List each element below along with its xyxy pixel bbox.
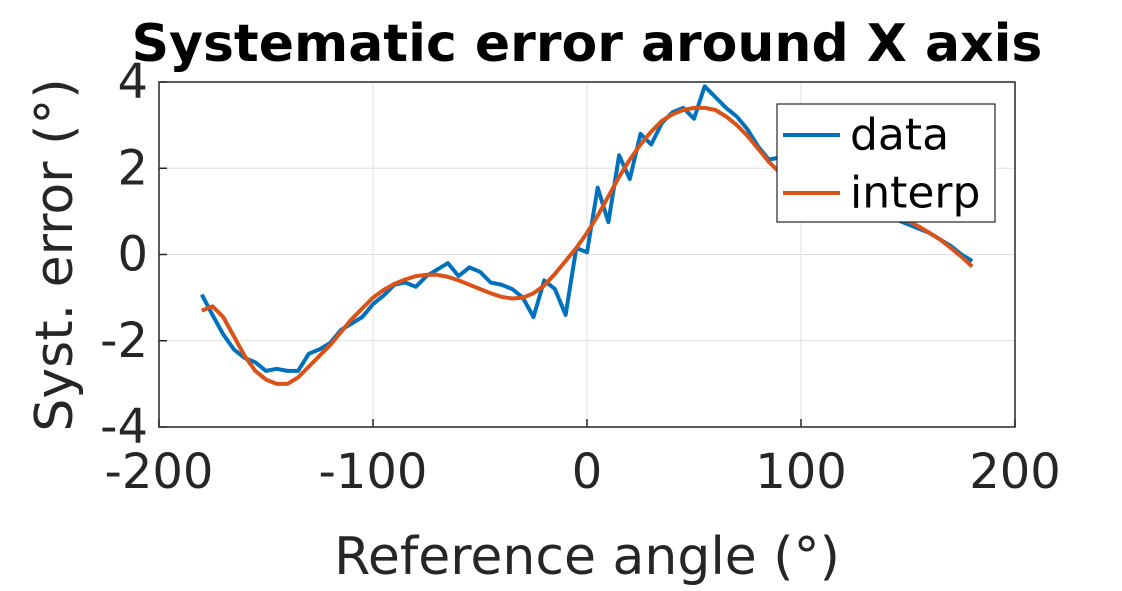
axes-box <box>158 81 1016 428</box>
legend-label: data <box>850 110 949 161</box>
x-tick-label: 100 <box>755 444 847 500</box>
y-tick-label: 4 <box>117 54 148 110</box>
x-tick-label: -200 <box>105 444 214 500</box>
legend-box <box>776 103 996 223</box>
x-tick-label: -100 <box>319 444 428 500</box>
y-tick-label: -2 <box>100 313 148 369</box>
chart-title: Systematic error around X axis <box>132 14 1043 74</box>
y-tick-label: 2 <box>117 140 148 196</box>
y-tick-label: -4 <box>100 399 148 455</box>
legend: data interp <box>776 103 996 223</box>
y-tick-label: 0 <box>117 227 148 283</box>
legend-label: interp <box>850 168 980 219</box>
x-tick-label: 0 <box>572 444 603 500</box>
x-tick-label: 200 <box>969 444 1061 500</box>
x-axis-label: Reference angle (°) <box>334 527 840 587</box>
y-axis-label: Syst. error (°) <box>25 78 85 431</box>
